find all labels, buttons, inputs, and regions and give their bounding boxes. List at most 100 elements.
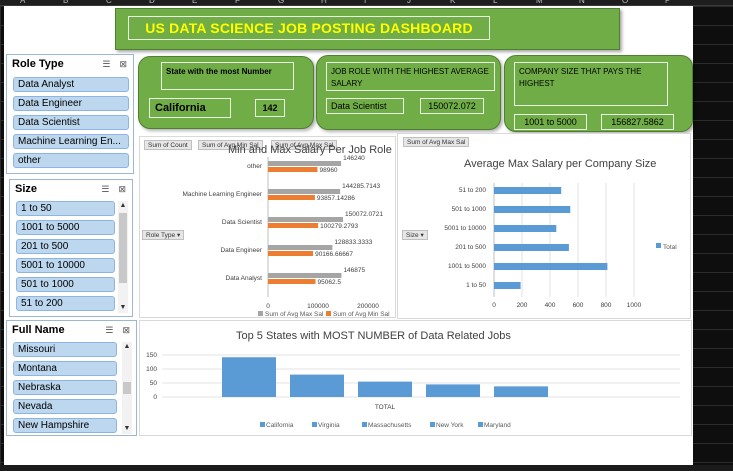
kpi-company-value: 156827.5862 [601, 114, 674, 130]
kpi-card-state: State with the most Number California 14… [138, 56, 314, 129]
chart1-x-tick: 100000 [307, 303, 329, 310]
chart-company-size[interactable]: Sum of Avg Max Sal Average Max Salary pe… [397, 133, 691, 319]
chart2-bar [494, 244, 569, 251]
slicer-role-type-title: Role Type [12, 58, 64, 70]
chart2-legend-swatch [656, 243, 661, 248]
chart1-bar-min [268, 195, 315, 200]
scroll-up-icon[interactable]: ▲ [119, 202, 127, 209]
scroll-thumb[interactable] [119, 213, 127, 283]
chart2-x-tick: 800 [601, 302, 612, 309]
slicer-full-name-title: Full Name [12, 324, 65, 336]
slicer-role-type[interactable]: Role Type ☰ ⊠ Data Analyst Data Engineer … [6, 54, 134, 174]
multi-select-icon[interactable]: ☰ [102, 59, 111, 69]
slicer-item-size[interactable]: 1001 to 5000 [16, 220, 115, 235]
slicer-item-role[interactable]: Machine Learning En... [13, 134, 129, 149]
chart3-legend-swatch [362, 422, 367, 427]
chart1-data-label-max: 144285.7143 [342, 183, 380, 190]
chart3-bar [494, 386, 548, 397]
chart1-bar-min [268, 223, 319, 228]
column-letter: D [149, 0, 155, 5]
slicer-item-role[interactable]: other [13, 153, 129, 168]
chart3-plot: 0 50 100 150 TOTAL California Virginia Massachu… [146, 352, 680, 429]
slicer-item-size[interactable]: 501 to 1000 [16, 277, 115, 292]
chart2-x-tick: 1000 [627, 302, 642, 309]
field-button-count[interactable]: Sum of Count [144, 140, 192, 150]
scroll-up-icon[interactable]: ▲ [123, 343, 131, 350]
chart1-title: Min and Max Salary Per Job Role [228, 144, 392, 156]
clear-filter-icon[interactable]: ⊠ [118, 184, 126, 194]
chart1-category-label: other [247, 163, 263, 170]
chart3-bar [222, 357, 276, 397]
column-letter: J [407, 0, 411, 5]
kpi-role-value: 150072.072 [420, 98, 484, 114]
axis-button-role-type[interactable]: Role Type ▾ [142, 230, 185, 240]
column-letter: I [364, 0, 367, 5]
scroll-down-icon[interactable]: ▼ [123, 425, 131, 432]
slicer-item-state[interactable]: Nebraska [13, 380, 117, 395]
column-letter: N [579, 0, 585, 5]
chart1-category-label: Data Engineer [220, 247, 262, 254]
kpi-role-label: JOB ROLE WITH THE HIGHEST AVERAGE SALARY [326, 62, 495, 91]
chart1-data-label-min: 90166.66667 [315, 251, 353, 258]
dashboard-title: US DATA SCIENCE JOB POSTING DASHBOARD [128, 16, 490, 40]
slicer-item-state[interactable]: Montana [13, 361, 117, 376]
multi-select-icon[interactable]: ☰ [105, 325, 114, 335]
chart1-category-label: Data Scientist [222, 219, 262, 226]
chart3-y-tick: 0 [153, 394, 157, 401]
field-button-min-sal[interactable]: Sum of Avg Min Sal [198, 140, 263, 150]
chart2-bar [494, 282, 521, 289]
slicer-item-role[interactable]: Data Engineer [13, 96, 129, 111]
chart1-data-label-max: 146240 [343, 155, 365, 162]
slicer-full-name[interactable]: Full Name ☰ ⊠ Missouri Montana Nebraska N… [6, 320, 137, 436]
field-button-max-sal[interactable]: Sum of Avg Max Sal [271, 140, 338, 150]
clear-filter-icon[interactable]: ⊠ [119, 59, 127, 69]
multi-select-icon[interactable]: ☰ [101, 184, 110, 194]
clear-filter-icon[interactable]: ⊠ [122, 325, 130, 335]
slicer-item-size[interactable]: 5001 to 10000 [16, 258, 115, 273]
scroll-thumb[interactable] [123, 382, 131, 394]
scroll-down-icon[interactable]: ▼ [119, 304, 127, 311]
chart2-x-tick: 600 [573, 302, 584, 309]
axis-button-size[interactable]: Size ▾ [402, 230, 428, 240]
chart1-bar-max [268, 217, 344, 222]
worksheet-grid-right [693, 6, 733, 471]
chart1-data-label-max: 128833.3333 [334, 239, 372, 246]
kpi-card-role: JOB ROLE WITH THE HIGHEST AVERAGE SALARY… [316, 55, 501, 130]
chart3-legend-swatch [312, 422, 317, 427]
slicer-item-state[interactable]: Missouri [13, 342, 117, 357]
chart1-bar-max [268, 161, 342, 166]
slicer-size-scrollbar[interactable]: ▲ ▼ [118, 201, 128, 313]
chart2-plot: 51 to 200 501 to 1000 5001 to 10000 201 to … [444, 183, 677, 309]
slicer-item-role[interactable]: Data Analyst [13, 77, 129, 92]
column-letter: C [106, 0, 112, 5]
chart2-bar [494, 206, 571, 213]
chart2-category-label: 5001 to 10000 [444, 225, 486, 232]
chart1-data-label-max: 146875 [343, 267, 365, 274]
chart2-bar [494, 225, 557, 232]
slicer-item-state[interactable]: New Hampshire [13, 418, 117, 433]
chart1-bar-min [268, 167, 318, 172]
field-button-avg-max-sal[interactable]: Sum of Avg Max Sal [403, 137, 470, 147]
kpi-company-name: 1001 to 5000 [514, 114, 587, 130]
chart1-data-label-max: 150072.0721 [345, 211, 383, 218]
slicer-item-role[interactable]: Data Scientist [13, 115, 129, 130]
dropdown-icon: ▾ [420, 232, 424, 239]
chart-min-max-salary[interactable]: Sum of Count Sum of Avg Min Sal Sum of A… [139, 136, 396, 318]
chart1-bar-max [268, 273, 342, 278]
chart2-x-tick: 0 [492, 302, 496, 309]
slicer-full-name-scrollbar[interactable]: ▲ ▼ [122, 342, 132, 434]
slicer-size[interactable]: Size ☰ ⊠ 1 to 50 1001 to 5000 201 to 500 … [9, 179, 133, 317]
chart1-data-label-min: 100279.2793 [320, 223, 358, 230]
chart2-category-label: 1001 to 5000 [448, 263, 486, 270]
column-letter: L [493, 0, 498, 5]
kpi-state-label: State with the most Number [161, 62, 294, 90]
chart1-bar-min [268, 279, 316, 284]
slicer-item-size[interactable]: 201 to 500 [16, 239, 115, 254]
chart3-legend-swatch [478, 422, 483, 427]
slicer-item-size[interactable]: 1 to 50 [16, 201, 115, 216]
column-letter: B [63, 0, 69, 5]
slicer-item-size[interactable]: 51 to 200 [16, 296, 115, 311]
slicer-item-state[interactable]: Nevada [13, 399, 117, 414]
chart-top-states[interactable]: Top 5 States with MOST NUMBER of Data Re… [139, 320, 692, 436]
chart3-legend-label: California [266, 422, 294, 429]
